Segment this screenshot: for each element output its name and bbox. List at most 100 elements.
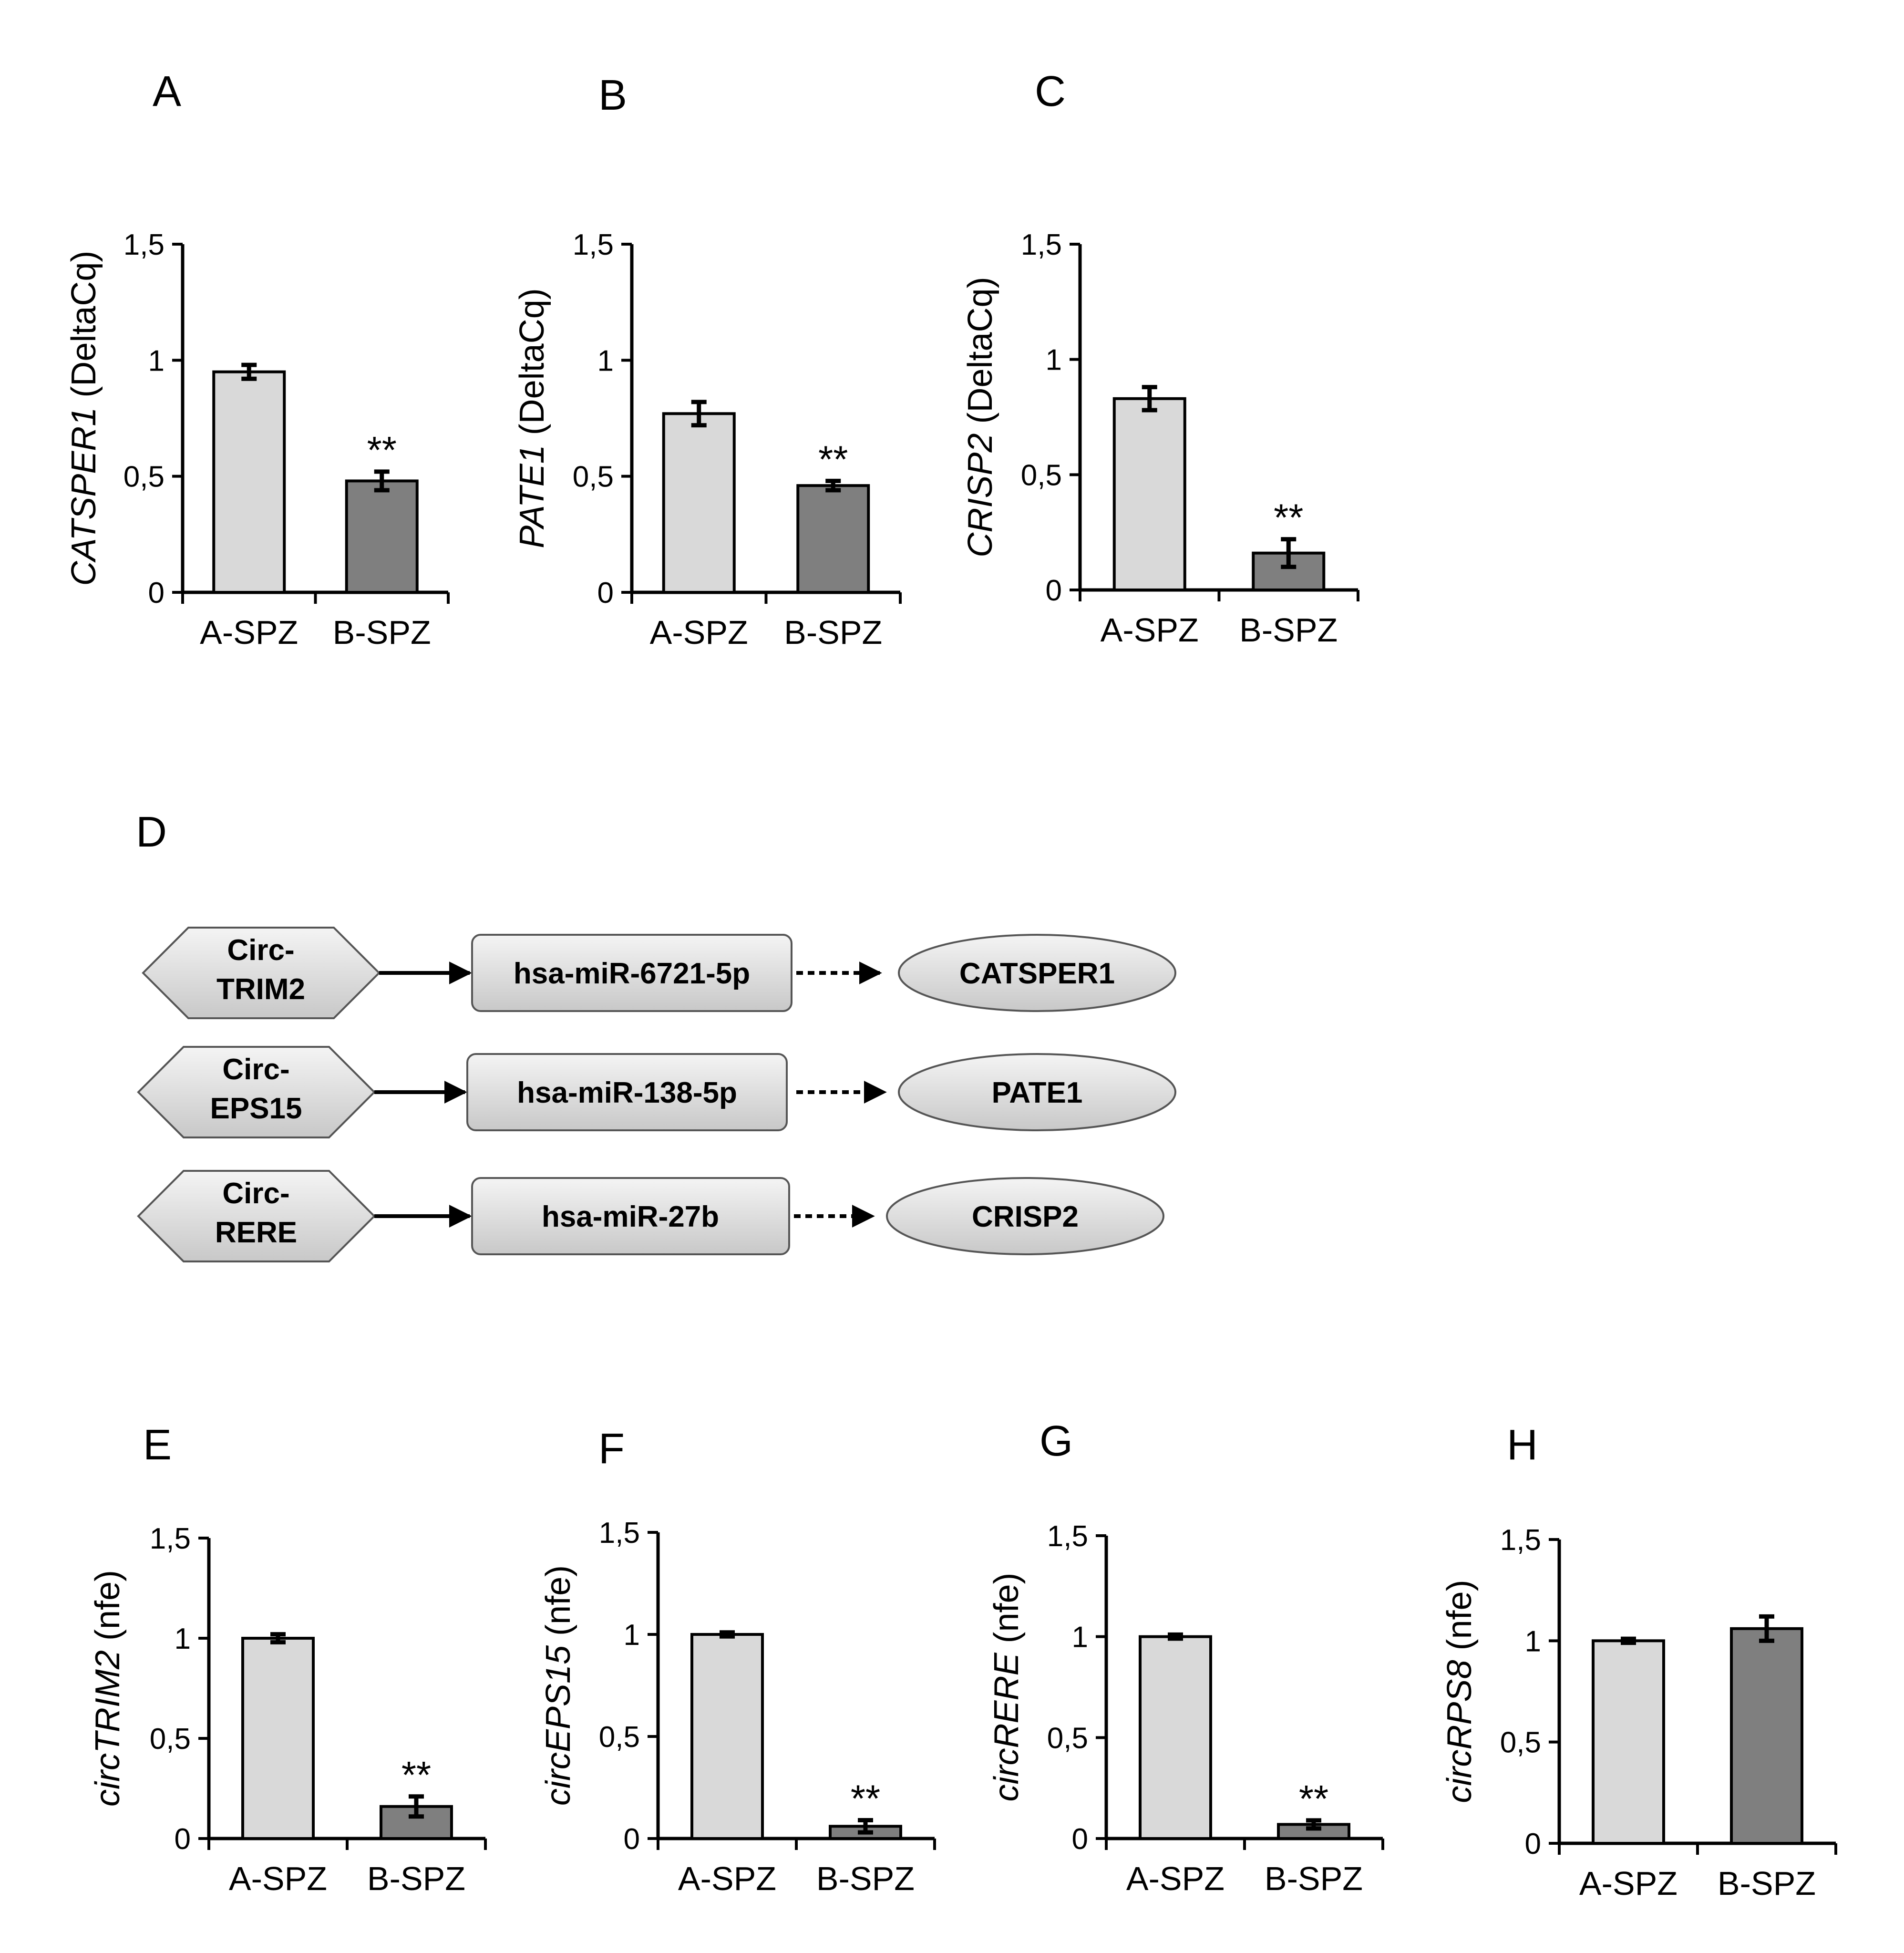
y-axis-label-gene: CATSPER1 <box>65 407 103 586</box>
y-tick-label: 1 <box>1072 1621 1088 1654</box>
y-axis-label-unit: (DeltaCq) <box>65 251 103 407</box>
y-axis-label-gene: circEPS15 <box>539 1645 577 1806</box>
y-tick-label: 0 <box>597 577 614 610</box>
y-axis-label-unit: (DeltaCq) <box>961 277 999 433</box>
panel-letter-f: F <box>598 1425 625 1473</box>
chart-circeps15: 0 0,5 1 1,5 A-SPZ ** B-SPZ circEPS15 (nfe) <box>539 1517 936 1897</box>
y-tick-label: 0 <box>148 577 165 610</box>
y-axis-label: CATSPER1 (DeltaCq) <box>65 251 103 586</box>
significance-marker: ** <box>401 1754 431 1796</box>
x-category-label: B-SPZ <box>1239 611 1338 649</box>
significance-marker: ** <box>818 438 848 480</box>
target-node-label: PATE1 <box>992 1076 1083 1109</box>
significance-marker: ** <box>851 1777 880 1819</box>
y-tick-label: 0 <box>1046 574 1062 607</box>
y-tick-label: 1 <box>175 1622 191 1655</box>
target-node-label: CRISP2 <box>972 1200 1079 1233</box>
circ-node-label-line2: RERE <box>215 1216 297 1249</box>
y-tick-label: 0,5 <box>150 1723 191 1756</box>
y-tick-label: 1 <box>624 1619 640 1652</box>
mirna-node-138 <box>466 1053 788 1131</box>
bar-a-spz <box>212 370 286 594</box>
x-category-label: A-SPZ <box>678 1860 776 1897</box>
chart-circrere: 0 0,5 1 1,5 A-SPZ ** B-SPZ circRERE (nfe) <box>988 1520 1384 1897</box>
y-axis-label-gene: circTRIM2 <box>89 1650 127 1807</box>
significance-marker: ** <box>367 429 397 471</box>
x-category-label: A-SPZ <box>1126 1860 1225 1897</box>
chart-circtrim2: 0 0,5 1 1,5 A-SPZ ** B-SPZ circTRIM2 (nfe) <box>89 1522 487 1897</box>
bar-a-spz <box>1592 1639 1665 1845</box>
bar-b-spz <box>380 1805 453 1840</box>
y-tick-label: 0 <box>1072 1823 1088 1856</box>
bar-a-spz <box>662 412 736 594</box>
y-tick-label: 1 <box>1046 344 1062 377</box>
y-tick-label: 0 <box>624 1823 640 1856</box>
circ-node-label-line1: Circ- <box>227 934 294 967</box>
y-axis-label: circEPS15 (nfe) <box>539 1565 577 1806</box>
y-axis-label: circTRIM2 (nfe) <box>89 1570 127 1807</box>
circ-node-label-line2: TRIM2 <box>216 973 305 1006</box>
x-category-label: A-SPZ <box>229 1860 327 1897</box>
y-axis-label: circRERE (nfe) <box>988 1572 1026 1801</box>
significance-marker: ** <box>1299 1777 1328 1820</box>
target-node-label: CATSPER1 <box>959 957 1115 990</box>
y-axis-label-unit: (nfe) <box>1441 1580 1479 1660</box>
x-category-label: A-SPZ <box>1579 1865 1678 1902</box>
y-axis-label-gene: CRISP2 <box>961 433 999 557</box>
target-node-crisp2 <box>886 1177 1164 1255</box>
x-category-label: A-SPZ <box>650 614 748 651</box>
y-tick-label: 0,5 <box>599 1721 640 1754</box>
y-tick-label: 1 <box>597 344 614 377</box>
mirna-node-6721 <box>471 934 792 1012</box>
bar-a-spz <box>690 1633 764 1840</box>
circ-node-label-line1: Circ- <box>222 1177 289 1210</box>
chart-circrps8: 0 0,5 1 1,5 A-SPZ B-SPZ circRPS8 (nfe) <box>1441 1524 1837 1902</box>
x-category-label: B-SPZ <box>367 1860 465 1897</box>
y-axis-label-gene: PATE1 <box>513 444 551 548</box>
x-category-label: B-SPZ <box>1265 1860 1363 1897</box>
x-category-label: B-SPZ <box>333 614 431 651</box>
bar-b-spz <box>796 484 870 594</box>
y-tick-label: 0,5 <box>1500 1726 1541 1759</box>
y-tick-label: 0,5 <box>573 461 614 494</box>
y-tick-label: 1,5 <box>150 1522 191 1555</box>
bar-b-spz <box>1730 1627 1803 1845</box>
y-axis-label-gene: circRPS8 <box>1441 1660 1479 1803</box>
y-axis-label-unit: (nfe) <box>539 1565 577 1645</box>
circ-node-label-line1: Circ- <box>222 1053 289 1086</box>
y-tick-label: 1,5 <box>599 1517 640 1550</box>
panel-letter-a: A <box>153 68 181 115</box>
y-tick-label: 1,5 <box>124 228 165 261</box>
y-tick-label: 0,5 <box>1021 459 1062 492</box>
mirna-node-label: hsa-miR-138-5p <box>517 1076 737 1109</box>
y-tick-label: 1,5 <box>573 228 614 261</box>
y-tick-label: 0,5 <box>124 461 165 494</box>
x-category-label: A-SPZ <box>200 614 298 651</box>
mirna-node-label: hsa-miR-6721-5p <box>514 957 750 990</box>
y-axis-label-unit: (nfe) <box>988 1572 1026 1653</box>
circrna-mirna-target-diagram: Circ- TRIM2 hsa-miR-6721-5p CATSPER1 Cir… <box>137 927 1176 1262</box>
y-axis-label: circRPS8 (nfe) <box>1441 1580 1479 1803</box>
chart-pate1: 0 0,5 1 1,5 A-SPZ ** B-SPZ PATE1 (DeltaCq) <box>513 228 902 651</box>
panel-letter-g: G <box>1039 1417 1073 1465</box>
y-axis-label-gene: circRERE <box>988 1653 1026 1802</box>
y-axis-label: CRISP2 (DeltaCq) <box>961 277 999 557</box>
y-tick-label: 0 <box>1525 1828 1541 1860</box>
y-tick-label: 1 <box>1525 1625 1541 1658</box>
x-category-label: B-SPZ <box>816 1860 915 1897</box>
y-tick-label: 1 <box>148 344 165 377</box>
panel-letter-h: H <box>1507 1421 1538 1469</box>
chart-catsper1: 0 0,5 1 1,5 A-SPZ ** B-SPZ CATSPER1 (DeltaCq) <box>65 228 450 651</box>
x-category-label: A-SPZ <box>1101 611 1199 649</box>
y-axis-label: PATE1 (DeltaCq) <box>513 288 551 548</box>
y-axis-label-unit: (nfe) <box>89 1570 127 1650</box>
panel-letter-e: E <box>143 1421 172 1469</box>
y-tick-label: 1,5 <box>1047 1520 1088 1553</box>
circ-node-label-line2: EPS15 <box>210 1092 302 1125</box>
panel-letter-d: D <box>136 808 167 856</box>
diagram-row-2: Circ- EPS15 hsa-miR-138-5p PATE1 <box>137 1046 1176 1138</box>
bar-a-spz <box>241 1637 315 1840</box>
y-axis-label-unit: (DeltaCq) <box>513 288 551 444</box>
diagram-row-3: Circ- RERE hsa-miR-27b CRISP2 <box>137 1170 1164 1262</box>
